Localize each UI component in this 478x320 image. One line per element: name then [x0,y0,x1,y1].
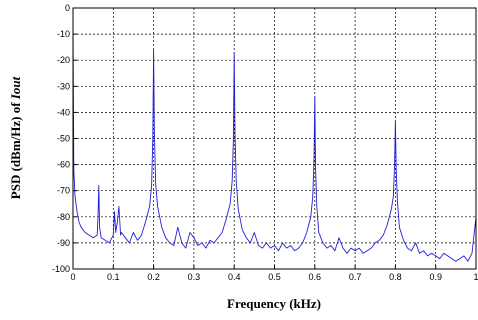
x-tick-label: 0.4 [228,272,241,282]
y-tick-label: -40 [57,107,70,117]
y-tick-label: -90 [57,238,70,248]
x-tick-label: 0.8 [389,272,402,282]
x-tick-label: 0.2 [147,272,160,282]
y-tick-label: -80 [57,212,70,222]
y-tick-label: -100 [52,264,70,274]
x-tick-label: 0.5 [268,272,281,282]
grid [73,8,476,269]
y-axis-label: PSD (dBm/Hz) of Iout [8,76,23,199]
y-tick-label: -10 [57,29,70,39]
x-tick-label: 0 [70,272,75,282]
x-axis-ticks: 0 0.1 0.2 0.3 0.4 0.5 0.6 0.7 0.8 0.9 1 [70,265,478,282]
x-tick-label: 0.3 [188,272,201,282]
y-axis-label-italic: Iout [8,76,23,100]
y-tick-label: -50 [57,134,70,144]
series-layer [72,21,477,262]
x-tick-label: 0.6 [309,272,322,282]
y-tick-label: 0 [65,3,70,13]
x-axis-label: Frequency (kHz) [227,296,321,311]
x-tick-label: 0.7 [349,272,362,282]
y-tick-label: -70 [57,186,70,196]
x-tick-label: 0.9 [429,272,442,282]
x-tick-label: 1 [473,272,478,282]
y-tick-label: -20 [57,55,70,65]
y-axis-ticks: 0 -10 -20 -30 -40 -50 -60 -70 -80 -90 -100 [52,3,77,274]
y-tick-label: -60 [57,160,70,170]
y-tick-label: -30 [57,81,70,91]
x-tick-label: 0.1 [107,272,120,282]
psd-series-line [72,21,477,262]
y-axis-label-text: PSD (dBm/Hz) of [8,99,23,199]
